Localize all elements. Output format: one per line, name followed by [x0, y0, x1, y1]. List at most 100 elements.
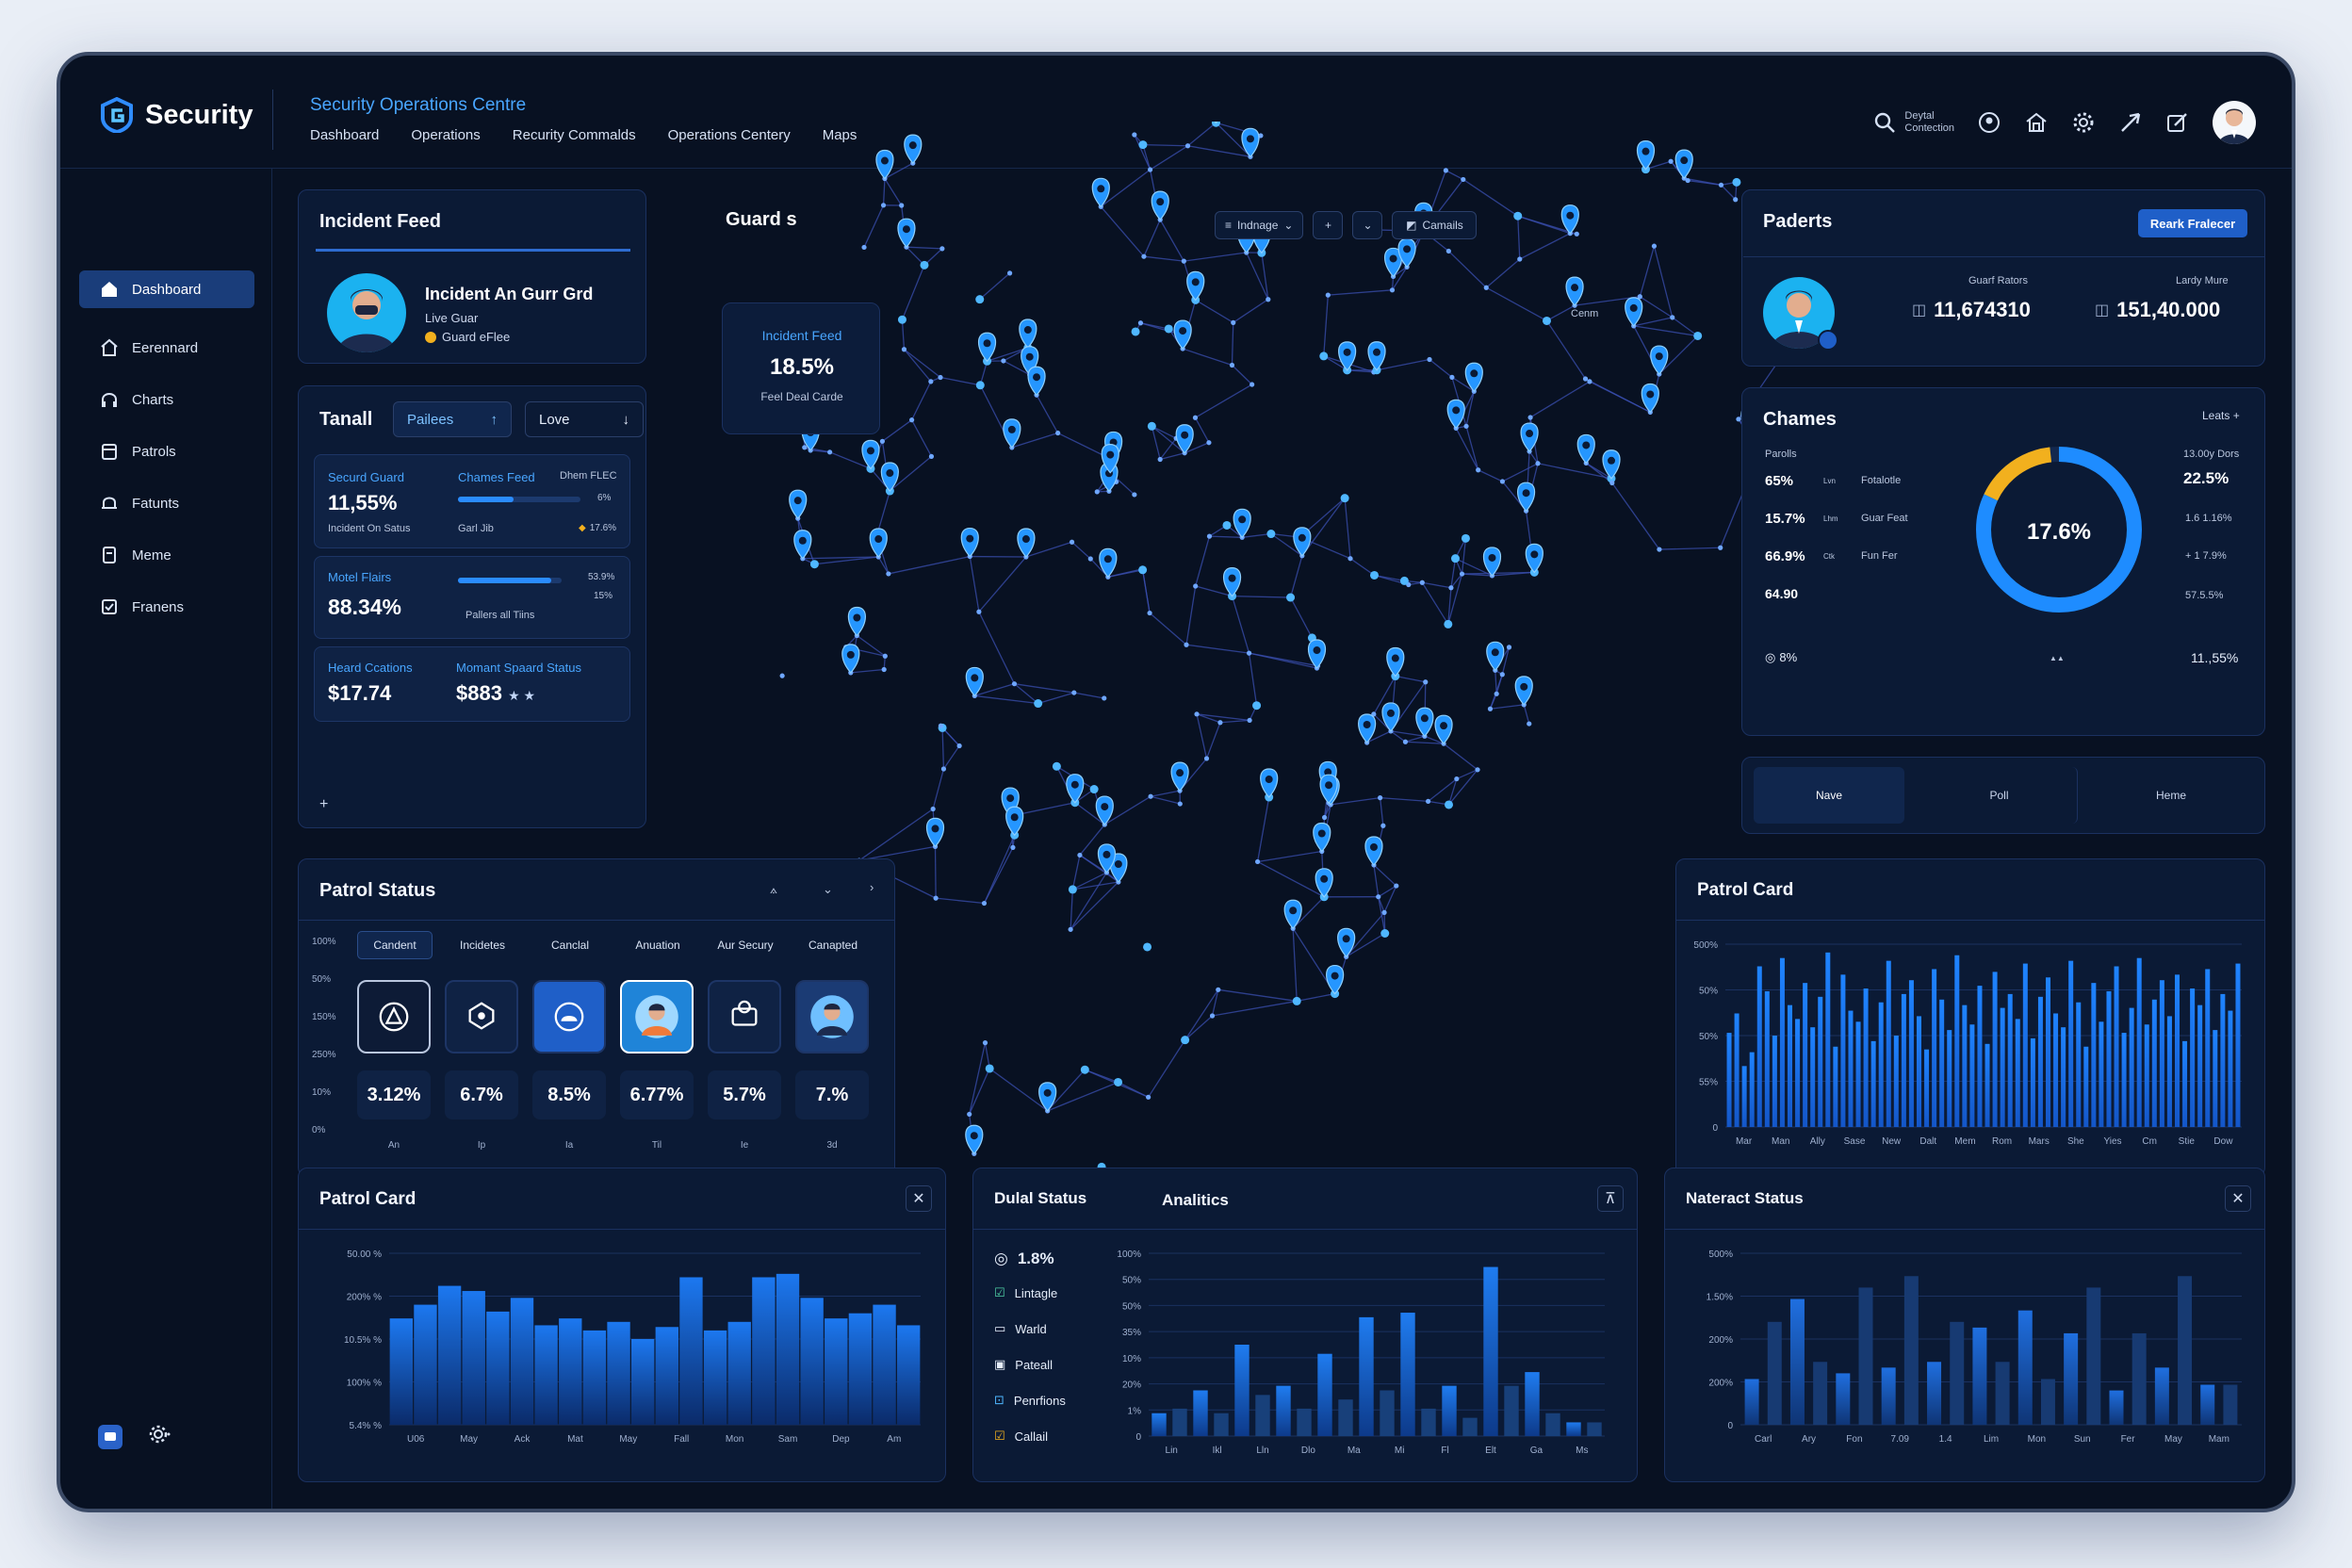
topnav-operations-centre[interactable]: Operations Centery: [667, 127, 791, 143]
map-pin-icon[interactable]: [1636, 140, 1656, 171]
tanall-row-2[interactable]: Motel Flairs 88.34% 53.9% 15% Pallers al…: [314, 556, 630, 639]
chart-bar[interactable]: [631, 1339, 655, 1425]
chart-bar[interactable]: [2091, 983, 2097, 1127]
collapse-icon[interactable]: ⟑: [770, 882, 777, 896]
sidebar-item-fatunts[interactable]: Fatunts: [79, 484, 254, 522]
map-pin-icon[interactable]: [1364, 836, 1383, 866]
chart-bar[interactable]: [1947, 1030, 1952, 1127]
chart-bar[interactable]: [1338, 1399, 1353, 1436]
chart-bar[interactable]: [1744, 1379, 1759, 1425]
chart-bar[interactable]: [897, 1325, 921, 1425]
chart-bar[interactable]: [559, 1318, 582, 1425]
edit-icon[interactable]: [2165, 110, 2190, 135]
chart-bar[interactable]: [2200, 1384, 2215, 1425]
pailees-dropdown[interactable]: Pailees ↑: [393, 401, 512, 437]
dual-status-item[interactable]: ▣ Pateall: [994, 1357, 1053, 1372]
chart-bar[interactable]: [655, 1327, 678, 1425]
chames-link[interactable]: Leats +: [2202, 409, 2240, 422]
chart-bar[interactable]: [1504, 1385, 1519, 1436]
map-pin-icon[interactable]: [1005, 806, 1024, 837]
chart-bar[interactable]: [1833, 1046, 1838, 1127]
map-pin-icon[interactable]: [1003, 418, 1021, 449]
map-pin-icon[interactable]: [1650, 345, 1669, 376]
chart-bar[interactable]: [2053, 1013, 2059, 1127]
map-pin-icon[interactable]: [1222, 567, 1242, 597]
chart-bar[interactable]: [1214, 1413, 1229, 1436]
camera-button[interactable]: ◩ Camails: [1392, 211, 1478, 239]
chart-bar[interactable]: [1992, 972, 1998, 1127]
nateract-chart[interactable]: 500% 1.50% 200% 200% 0 Carl Ary Fon 7.09 1.4 Lim Mo…: [1665, 1231, 2264, 1481]
chart-bar[interactable]: [2175, 974, 2180, 1127]
user-circle-icon[interactable]: [1977, 110, 2001, 135]
chart-bar[interactable]: [1764, 990, 1770, 1127]
zoom-in-button[interactable]: +: [1313, 211, 1344, 239]
map-pin-icon[interactable]: [965, 666, 984, 697]
chart-bar[interactable]: [1836, 1373, 1851, 1425]
chart-bar[interactable]: [1924, 1049, 1930, 1127]
chart-bar[interactable]: [1939, 999, 1945, 1127]
map-pin-icon[interactable]: [1175, 424, 1194, 454]
chart-bar[interactable]: [2144, 1024, 2149, 1127]
map-pin-icon[interactable]: [1017, 528, 1036, 558]
dual-status-item[interactable]: ⊡ Penrfions: [994, 1393, 1066, 1408]
chart-bar[interactable]: [1908, 980, 1914, 1127]
map-pin-icon[interactable]: [1383, 247, 1403, 278]
map-pin-icon[interactable]: [1415, 707, 1434, 738]
chart-bar[interactable]: [1483, 1266, 1498, 1436]
chart-bar[interactable]: [800, 1298, 824, 1425]
patrol-card-right-chart[interactable]: 500% 50% 50% 55% 0 Mar Man Ally Sase New Dalt Mem Ro…: [1676, 922, 2264, 1176]
chart-bar[interactable]: [1421, 1408, 1436, 1436]
map-pin-icon[interactable]: [965, 1124, 984, 1155]
chart-bar[interactable]: [1788, 1004, 1792, 1127]
settings-button[interactable]: [149, 1423, 172, 1450]
map-pin-icon[interactable]: [1516, 482, 1536, 513]
map-pin-icon[interactable]: [1095, 795, 1114, 825]
map-pin-icon[interactable]: [1525, 543, 1544, 574]
chart-bar[interactable]: [1818, 996, 1823, 1127]
gear-icon[interactable]: [2071, 110, 2096, 135]
map-pin-icon[interactable]: [861, 439, 880, 470]
chart-bar[interactable]: [1995, 1362, 2010, 1425]
close-button[interactable]: ✕: [906, 1185, 932, 1212]
chart-bar[interactable]: [1193, 1390, 1208, 1437]
status-icon-2[interactable]: [532, 980, 606, 1054]
chart-bar[interactable]: [1734, 1013, 1740, 1127]
map-pin-icon[interactable]: [1482, 547, 1502, 577]
chart-bar[interactable]: [1917, 1016, 1921, 1127]
digital-connection[interactable]: Deytal Contection: [1872, 110, 1954, 135]
chart-bar[interactable]: [2136, 957, 2142, 1127]
chevron-down-icon[interactable]: ⌄: [823, 882, 833, 896]
status-icon-0[interactable]: [357, 980, 431, 1054]
map-pin-icon[interactable]: [1100, 462, 1119, 493]
map-pin-icon[interactable]: [897, 218, 916, 249]
chevron-right-icon[interactable]: ›: [870, 880, 874, 894]
chart-bar[interactable]: [2205, 969, 2211, 1127]
chart-bar[interactable]: [462, 1291, 485, 1425]
chart-bar[interactable]: [1741, 1066, 1747, 1127]
map-pin-icon[interactable]: [1486, 641, 1505, 672]
map-pin-icon[interactable]: [1101, 443, 1119, 474]
chart-bar[interactable]: [1587, 1422, 1602, 1436]
chart-bar[interactable]: [2190, 988, 2196, 1127]
love-dropdown[interactable]: Love ↓: [525, 401, 644, 437]
map-pin-icon[interactable]: [1260, 768, 1279, 798]
map-pin-icon[interactable]: [977, 332, 997, 363]
map-pin-icon[interactable]: [1027, 366, 1046, 397]
map-pin-icon[interactable]: [1326, 964, 1345, 995]
chart-bar[interactable]: [2099, 1021, 2104, 1127]
chart-bar[interactable]: [2159, 980, 2164, 1127]
home-icon[interactable]: [2024, 110, 2049, 135]
map-expand-button[interactable]: ⌄: [1352, 211, 1383, 239]
map-pin-icon[interactable]: [904, 134, 923, 165]
map-pin-icon[interactable]: [1358, 713, 1377, 743]
sidebar-item-charts[interactable]: Charts: [79, 381, 254, 418]
chart-bar[interactable]: [2007, 993, 2013, 1127]
dual-status-item[interactable]: ☑ Lintagle: [994, 1285, 1057, 1300]
chart-bar[interactable]: [1901, 993, 1906, 1127]
map-pin-icon[interactable]: [1397, 237, 1416, 269]
chart-bar[interactable]: [1858, 1287, 1873, 1425]
chart-bar[interactable]: [2015, 1019, 2020, 1127]
chart-bar[interactable]: [1810, 1027, 1816, 1127]
map-pin-icon[interactable]: [1151, 190, 1169, 221]
sidebar-item-patrols[interactable]: Patrols: [79, 433, 254, 470]
